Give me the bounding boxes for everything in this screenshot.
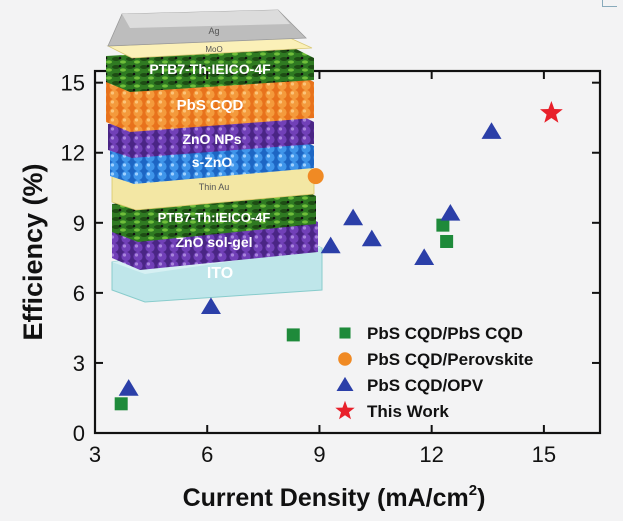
data-point <box>307 168 324 185</box>
data-marks <box>114 101 563 411</box>
x-tick-label: 12 <box>419 442 443 467</box>
layer-label-s-zno: s-ZnO <box>192 154 233 170</box>
layer-label-thin-au: Thin Au <box>199 182 230 192</box>
x-tick-label: 9 <box>313 442 325 467</box>
legend-marker <box>335 400 355 420</box>
y-axis-title: Efficiency (%) <box>18 163 48 340</box>
legend-marker <box>338 352 352 366</box>
layer-label-ptb7-lower: PTB7-Th:IEICO-4F <box>158 210 271 225</box>
layer-label-ito: ITO <box>207 265 233 282</box>
device-stack-inset: ITO ZnO sol-gel PTB7-Th:IEICO-4F Thin Au… <box>106 9 323 303</box>
data-point <box>114 397 128 411</box>
data-point <box>440 234 454 248</box>
layer-label-zno-nps: ZnO NPs <box>182 131 241 147</box>
legend-label: PbS CQD/OPV <box>367 376 484 395</box>
data-point <box>320 236 341 254</box>
legend-marker <box>336 376 354 392</box>
legend-label: PbS CQD/Perovskite <box>367 350 533 369</box>
layer-ptb7-upper <box>106 46 314 92</box>
y-tick-label: 9 <box>73 211 85 236</box>
layer-label-ag: Ag <box>208 26 219 36</box>
layer-label-ptb7-upper: PTB7-Th:IEICO-4F <box>149 61 271 77</box>
data-point <box>118 379 139 396</box>
data-point <box>440 203 461 221</box>
y-tick-label: 0 <box>73 421 85 446</box>
legend-label: PbS CQD/PbS CQD <box>367 324 523 343</box>
legend-label: This Work <box>367 402 449 421</box>
x-tick-label: 15 <box>532 442 556 467</box>
y-tick-label: 3 <box>73 351 85 376</box>
data-point <box>200 297 221 315</box>
x-axis-title: Current Density (mA/cm2) <box>183 482 486 512</box>
data-point <box>414 248 435 265</box>
legend-marker <box>339 327 351 339</box>
y-tick-label: 6 <box>73 281 85 306</box>
y-tick-label: 15 <box>61 71 85 96</box>
x-tick-label: 3 <box>89 442 101 467</box>
layer-label-pbs-cqd: PbS CQD <box>177 97 244 114</box>
legend: PbS CQD/PbS CQD PbS CQD/Perovskite PbS CQD… <box>335 324 533 421</box>
x-tick-label: 6 <box>201 442 213 467</box>
data-point <box>540 101 563 123</box>
corner-bracket-icon <box>602 0 617 7</box>
layer-label-moo: MoO <box>205 45 222 54</box>
data-point <box>343 208 364 226</box>
y-tick-label: 12 <box>61 141 85 166</box>
layer-label-zno-solgel: ZnO sol-gel <box>176 234 253 250</box>
data-point <box>361 229 382 247</box>
data-point <box>481 122 502 139</box>
data-point <box>436 218 450 232</box>
data-point <box>286 328 300 342</box>
